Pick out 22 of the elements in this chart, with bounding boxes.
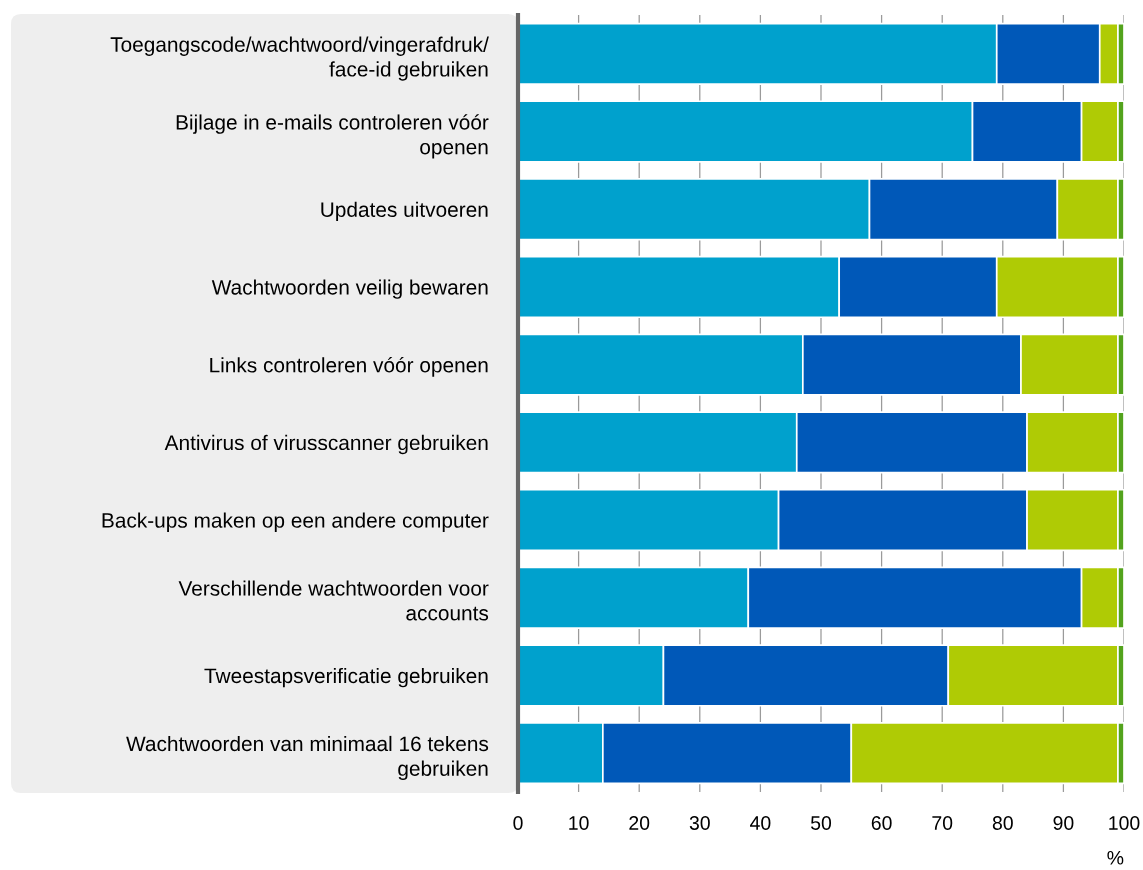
x-axis-title: % <box>1107 851 1124 865</box>
x-tick-label: 70 <box>932 816 953 830</box>
y-tick-label: Back-ups maken op een andere computer <box>102 512 489 532</box>
y-tick-label: Verschillende wachtwoorden voor accounts <box>178 580 489 621</box>
x-tick-label: 50 <box>810 816 832 830</box>
y-tick-label: Links controleren vóór openen <box>210 356 488 377</box>
y-tick-label: Wachtwoorden veilig bewaren <box>211 279 488 299</box>
x-tick-label: 80 <box>992 816 1013 830</box>
x-tick-label: 40 <box>750 816 771 830</box>
y-tick-label: Toegangscode/wachtwoord/vingerafdruk/ face-id gebruiken <box>110 36 489 81</box>
x-tick-label: 60 <box>871 816 892 830</box>
y-tick-label: Tweestapsverificatie gebruiken <box>204 667 488 688</box>
x-tick-label: 0 <box>513 816 523 830</box>
x-tick-label: 100 <box>1109 816 1140 830</box>
x-tick-label: 30 <box>689 816 710 830</box>
y-tick-label: Antivirus of virusscanner gebruiken <box>164 434 488 455</box>
y-tick-label: Bijlage in e-mails controleren vóór openen <box>176 114 489 159</box>
y-tick-label: Updates uitvoeren <box>321 201 488 222</box>
y-tick-label: Wachtwoorden van minimaal 16 tekens gebruiken <box>126 735 489 781</box>
x-tick-label: 90 <box>1053 816 1074 830</box>
x-tick-label: 10 <box>569 816 589 830</box>
x-tick-label: 20 <box>629 816 650 830</box>
